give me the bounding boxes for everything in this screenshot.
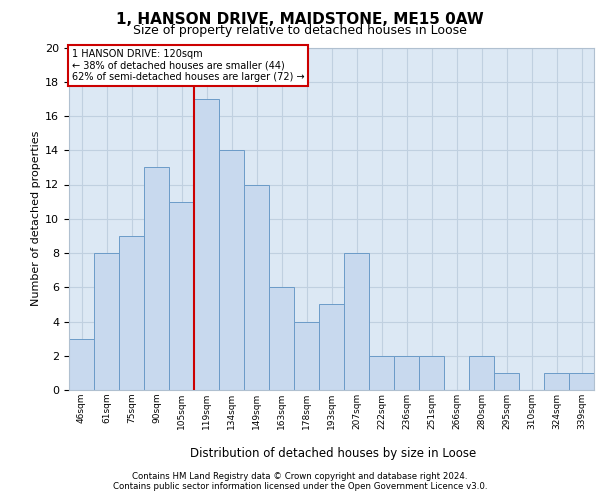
Bar bbox=[569, 373, 594, 390]
Bar bbox=[244, 184, 269, 390]
Bar bbox=[294, 322, 319, 390]
Bar bbox=[269, 287, 294, 390]
Bar bbox=[144, 168, 169, 390]
Bar bbox=[544, 373, 569, 390]
Text: 1 HANSON DRIVE: 120sqm
← 38% of detached houses are smaller (44)
62% of semi-det: 1 HANSON DRIVE: 120sqm ← 38% of detached… bbox=[71, 49, 304, 82]
Bar bbox=[469, 356, 494, 390]
Y-axis label: Number of detached properties: Number of detached properties bbox=[31, 131, 41, 306]
Bar bbox=[369, 356, 394, 390]
Text: Contains HM Land Registry data © Crown copyright and database right 2024.: Contains HM Land Registry data © Crown c… bbox=[132, 472, 468, 481]
Text: Distribution of detached houses by size in Loose: Distribution of detached houses by size … bbox=[190, 448, 476, 460]
Bar bbox=[494, 373, 519, 390]
Bar bbox=[69, 338, 94, 390]
Bar bbox=[169, 202, 194, 390]
Bar bbox=[419, 356, 444, 390]
Bar bbox=[219, 150, 244, 390]
Bar bbox=[319, 304, 344, 390]
Text: Contains public sector information licensed under the Open Government Licence v3: Contains public sector information licen… bbox=[113, 482, 487, 491]
Text: 1, HANSON DRIVE, MAIDSTONE, ME15 0AW: 1, HANSON DRIVE, MAIDSTONE, ME15 0AW bbox=[116, 12, 484, 28]
Bar bbox=[194, 99, 219, 390]
Bar bbox=[119, 236, 144, 390]
Bar bbox=[94, 253, 119, 390]
Bar bbox=[394, 356, 419, 390]
Text: Size of property relative to detached houses in Loose: Size of property relative to detached ho… bbox=[133, 24, 467, 37]
Bar bbox=[344, 253, 369, 390]
